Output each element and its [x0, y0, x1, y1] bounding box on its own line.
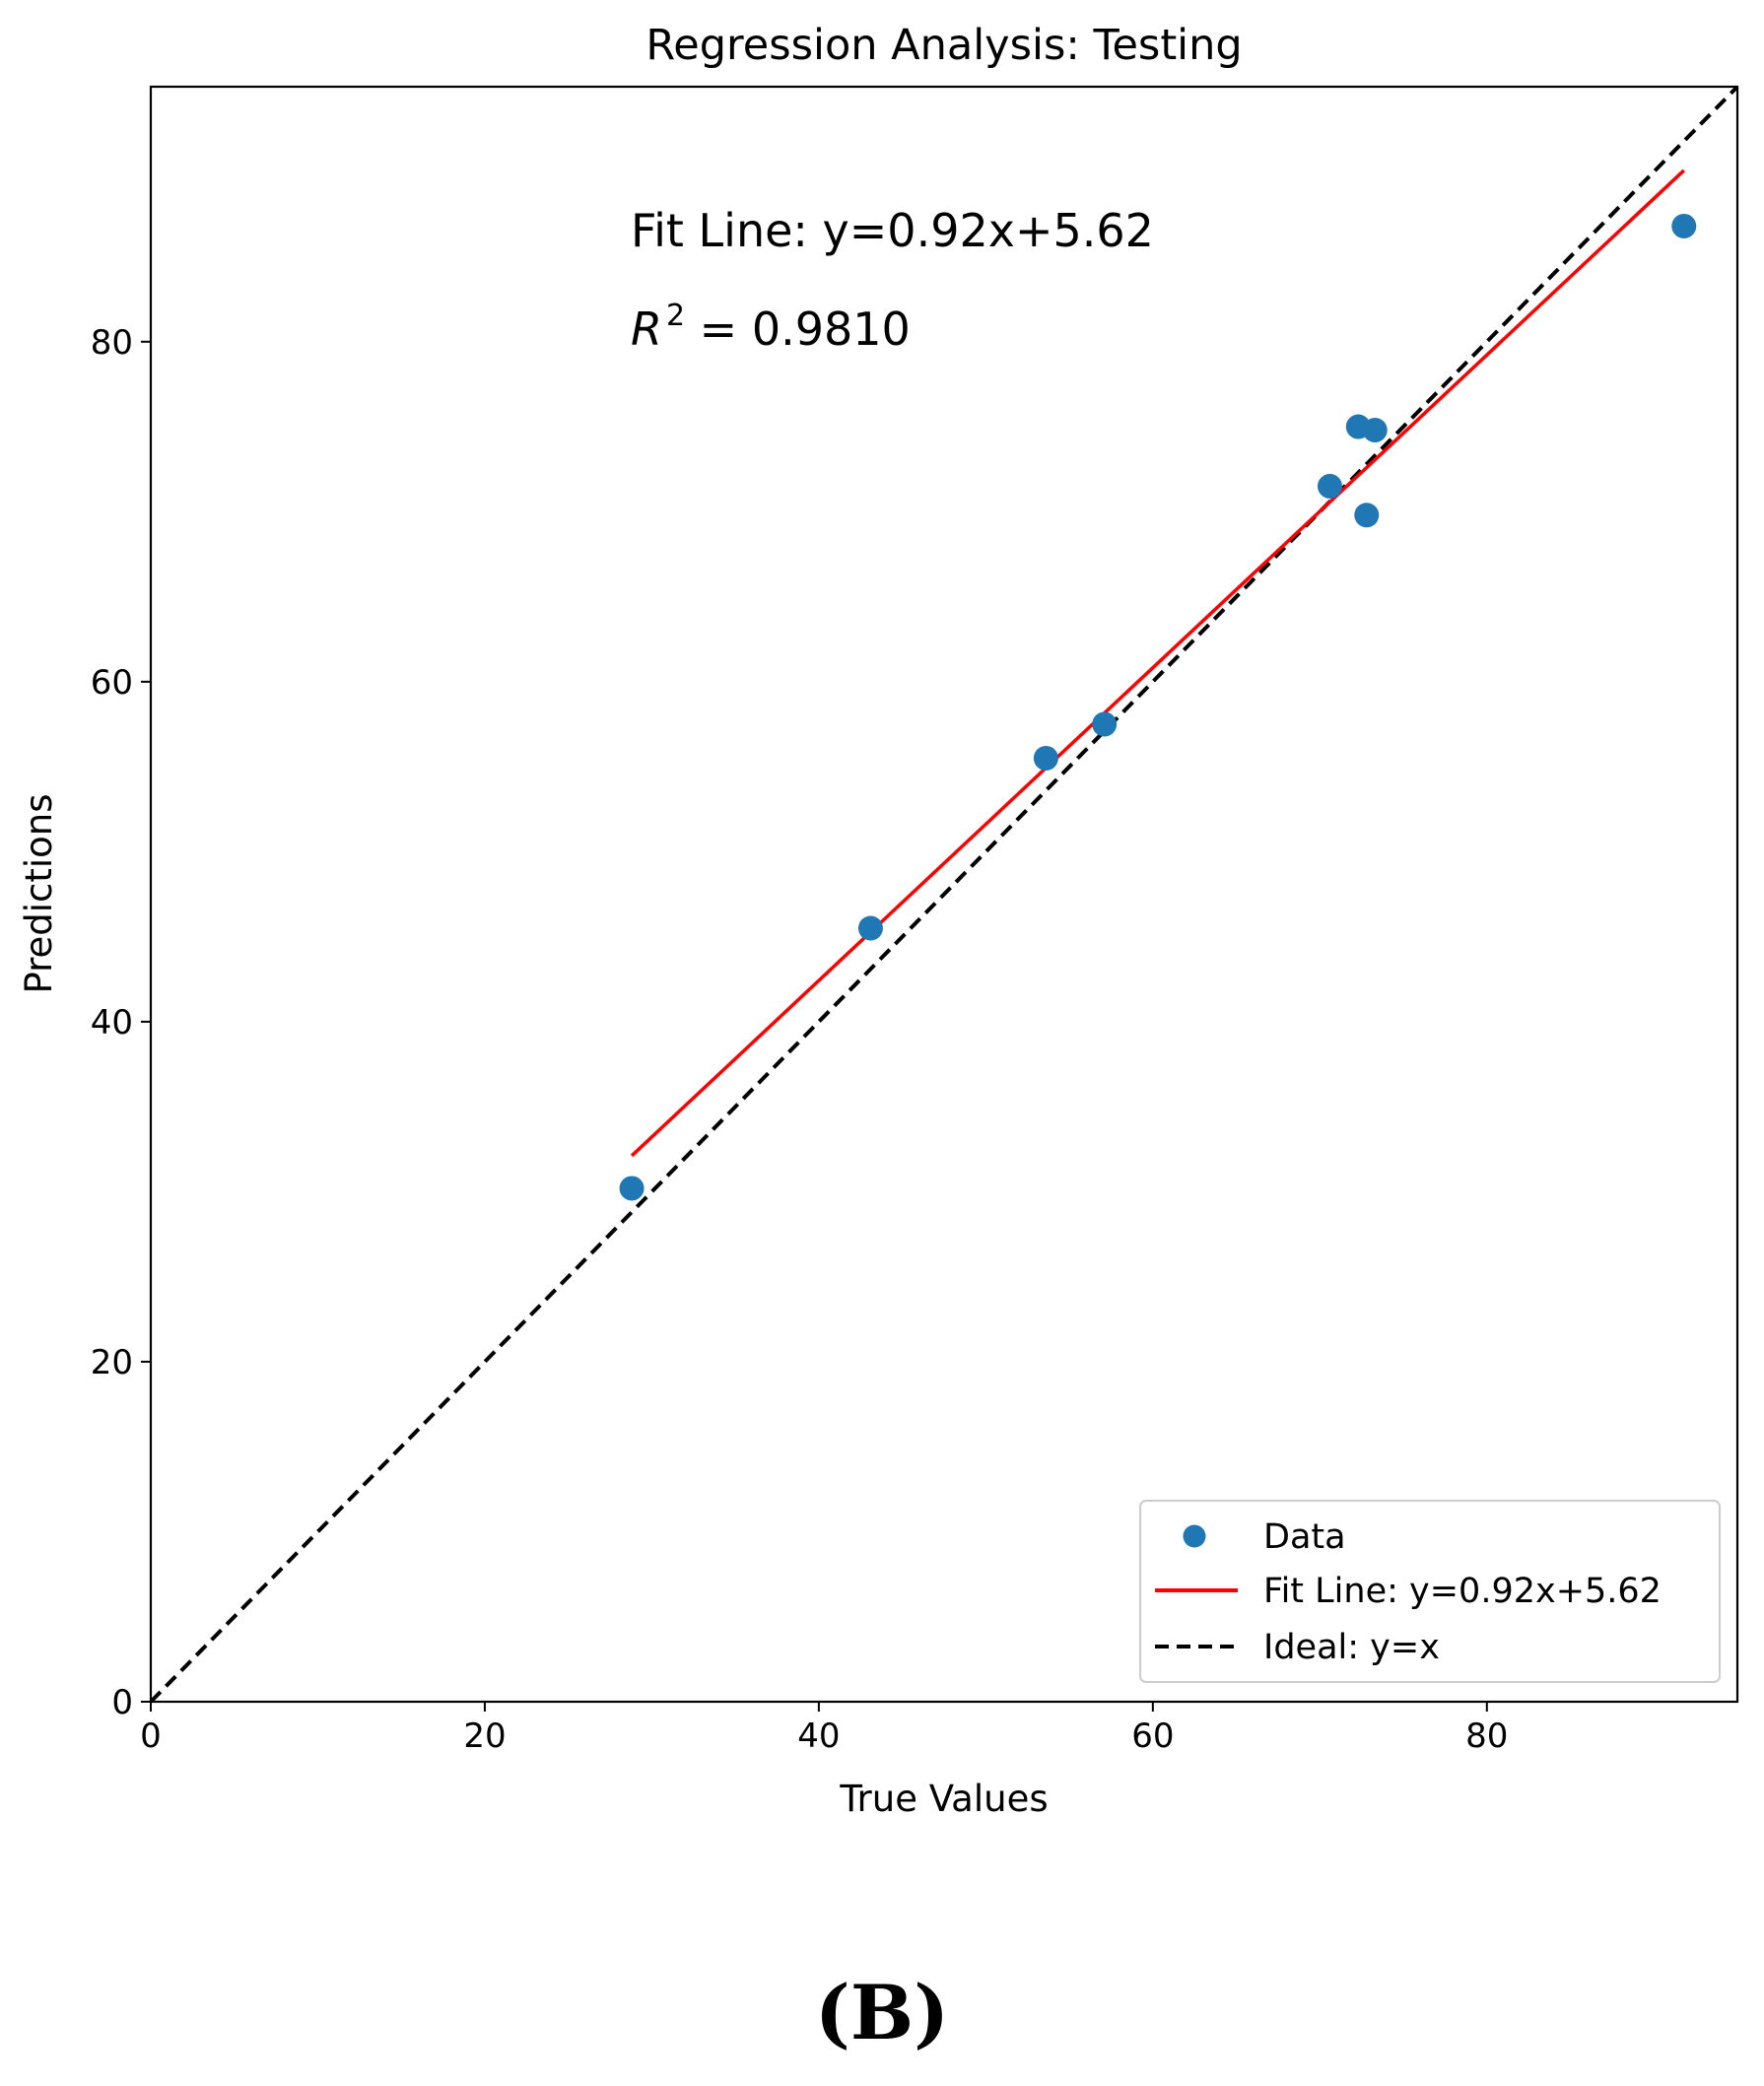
data-point: [1092, 711, 1118, 737]
legend-label-ideal: Ideal: y=x: [1263, 1628, 1440, 1667]
data-point: [857, 915, 883, 941]
x-tick-label: 60: [1131, 1716, 1174, 1756]
fit-line: [630, 168, 1685, 1158]
x-tick-label: 80: [1465, 1716, 1508, 1756]
x-axis-label: True Values: [839, 1778, 1048, 1820]
y-tick-label: 20: [91, 1343, 133, 1382]
panel-label: (B): [814, 1969, 950, 2056]
y-tick-label: 0: [111, 1683, 133, 1722]
x-tick-label: 20: [463, 1716, 506, 1756]
legend-data-marker: [1183, 1524, 1206, 1548]
x-tick-label: 40: [797, 1716, 840, 1756]
data-point: [1354, 503, 1380, 528]
y-axis-ticks: 0 20 40 60 80: [91, 323, 151, 1722]
data-point: [619, 1176, 645, 1201]
ideal-line: [149, 85, 1739, 1704]
chart-title: Regression Analysis: Testing: [645, 21, 1242, 70]
y-tick-label: 60: [91, 663, 133, 703]
data-point: [1671, 213, 1697, 238]
x-axis-ticks: 0 20 40 60 80: [140, 1702, 1508, 1756]
y-axis-label: Predictions: [18, 793, 60, 993]
r2-value: = 0.9810: [685, 303, 911, 356]
ideal-line-layer: [149, 85, 1739, 1704]
data-points-layer: [619, 213, 1697, 1201]
data-point: [1033, 745, 1058, 771]
y-tick-label: 80: [91, 323, 133, 363]
legend-box: [1139, 1500, 1721, 1683]
fit-annotation: Fit Line: y=0.92x+5.62: [631, 204, 1154, 257]
legend: Data Fit Line: y=0.92x+5.62 Ideal: y=x: [1139, 1500, 1721, 1683]
y-tick-label: 40: [91, 1003, 133, 1043]
r2-exponent: 2: [666, 299, 685, 333]
r2-symbol: R: [631, 303, 662, 356]
data-point: [1362, 418, 1388, 443]
data-point: [1317, 473, 1342, 499]
plot-frame: [149, 85, 1739, 1704]
legend-label-data: Data: [1263, 1517, 1346, 1557]
legend-label-fit: Fit Line: y=0.92x+5.62: [1263, 1572, 1662, 1611]
fit-line-layer: [630, 168, 1685, 1158]
x-tick-label: 0: [140, 1716, 162, 1756]
